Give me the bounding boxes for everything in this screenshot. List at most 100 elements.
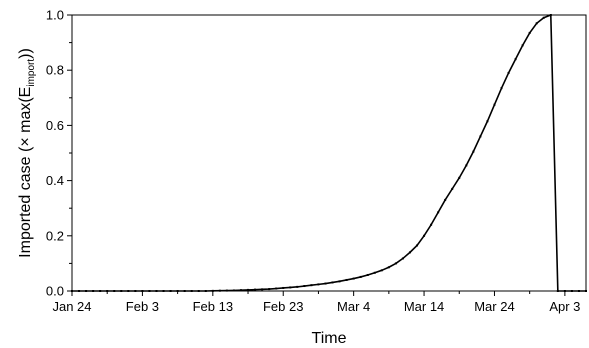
- data-point: [275, 287, 278, 290]
- series-line: [72, 13, 586, 292]
- data-point: [247, 288, 250, 291]
- data-point: [134, 290, 137, 292]
- data-point: [92, 290, 95, 292]
- data-point: [472, 150, 475, 153]
- data-point: [120, 290, 123, 292]
- data-point: [423, 234, 426, 237]
- data-point: [542, 16, 545, 19]
- data-point: [577, 290, 580, 292]
- data-point: [127, 290, 130, 292]
- data-point: [556, 290, 559, 292]
- data-point: [211, 289, 214, 292]
- data-point: [549, 14, 552, 16]
- axis-ticks: [67, 14, 566, 296]
- data-point: [401, 257, 404, 260]
- data-point: [507, 71, 510, 74]
- data-point: [500, 87, 503, 90]
- data-point: [71, 290, 73, 292]
- y-axis-title-subscript: import: [26, 59, 37, 87]
- y-axis-title: Imported case (× max(Eimport)): [17, 48, 37, 258]
- data-point: [345, 278, 348, 281]
- data-point: [106, 290, 109, 292]
- data-point: [85, 290, 88, 292]
- x-tick-label: Mar 4: [337, 299, 370, 314]
- data-point: [444, 198, 447, 201]
- data-point: [570, 290, 573, 292]
- data-point: [408, 251, 411, 254]
- y-tick-label: 0.2: [46, 228, 64, 243]
- data-point: [324, 282, 327, 285]
- data-point: [373, 271, 376, 274]
- data-point: [338, 280, 341, 283]
- data-point: [437, 211, 440, 214]
- data-point: [380, 269, 383, 272]
- y-tick-label: 0.0: [46, 284, 64, 299]
- data-point: [113, 290, 116, 292]
- x-tick-label: Mar 14: [404, 299, 444, 314]
- data-point: [225, 289, 228, 292]
- y-tick-label: 0.4: [46, 173, 64, 188]
- data-point: [352, 277, 355, 280]
- data-point: [218, 289, 221, 292]
- data-point: [268, 288, 271, 291]
- data-point: [289, 286, 292, 289]
- data-point: [535, 22, 538, 25]
- data-point: [416, 244, 419, 247]
- data-point: [458, 176, 461, 179]
- data-point: [394, 262, 397, 265]
- series-markers: [71, 14, 587, 292]
- x-tick-label: Feb 13: [193, 299, 233, 314]
- data-point: [78, 290, 81, 292]
- x-tick-label: Mar 24: [474, 299, 514, 314]
- x-tick-label: Feb 3: [126, 299, 159, 314]
- data-point: [148, 290, 151, 292]
- data-point: [359, 275, 362, 278]
- y-axis-title-end: )): [17, 48, 34, 59]
- data-point: [585, 290, 587, 292]
- data-point: [239, 289, 242, 292]
- data-point: [169, 290, 172, 292]
- data-point: [563, 290, 566, 292]
- y-tick-label: 0.6: [46, 118, 64, 133]
- y-tick-label: 1.0: [46, 8, 64, 23]
- data-point: [155, 290, 158, 292]
- plot-frame: [71, 14, 587, 292]
- data-point: [303, 285, 306, 288]
- data-point: [183, 290, 186, 292]
- data-point: [317, 283, 320, 286]
- data-point: [451, 187, 454, 190]
- x-tick-labels: Jan 24 Feb 3 Feb 13 Feb 23 Mar 4 Mar 14 Mar 24…: [52, 299, 580, 314]
- data-point: [190, 290, 193, 292]
- data-point: [232, 289, 235, 292]
- data-point: [282, 286, 285, 289]
- data-point: [204, 290, 207, 292]
- data-point: [261, 288, 264, 291]
- data-point: [514, 58, 517, 61]
- data-point: [387, 266, 390, 269]
- y-axis-title-main: Imported case (× max(E: [17, 87, 34, 258]
- data-point: [521, 44, 524, 47]
- data-point: [493, 103, 496, 106]
- data-point: [465, 164, 468, 167]
- data-point: [366, 273, 369, 276]
- x-tick-label: Apr 3: [549, 299, 580, 314]
- data-point: [331, 281, 334, 284]
- data-point: [176, 290, 179, 292]
- data-point: [99, 290, 102, 292]
- data-point: [528, 31, 531, 34]
- data-point: [141, 290, 144, 292]
- x-axis-title: Time: [312, 330, 347, 347]
- data-point: [310, 284, 313, 287]
- x-tick-label: Feb 23: [263, 299, 303, 314]
- data-point: [162, 290, 165, 292]
- y-tick-labels: 0.0 0.2 0.4 0.6 0.8 1.0: [46, 8, 64, 299]
- x-tick-label: Jan 24: [52, 299, 91, 314]
- data-point: [430, 223, 433, 226]
- data-point: [296, 285, 299, 288]
- data-point: [254, 288, 257, 291]
- data-point: [486, 120, 489, 123]
- data-point: [197, 290, 200, 292]
- y-tick-label: 0.8: [46, 63, 64, 78]
- data-point: [479, 135, 482, 138]
